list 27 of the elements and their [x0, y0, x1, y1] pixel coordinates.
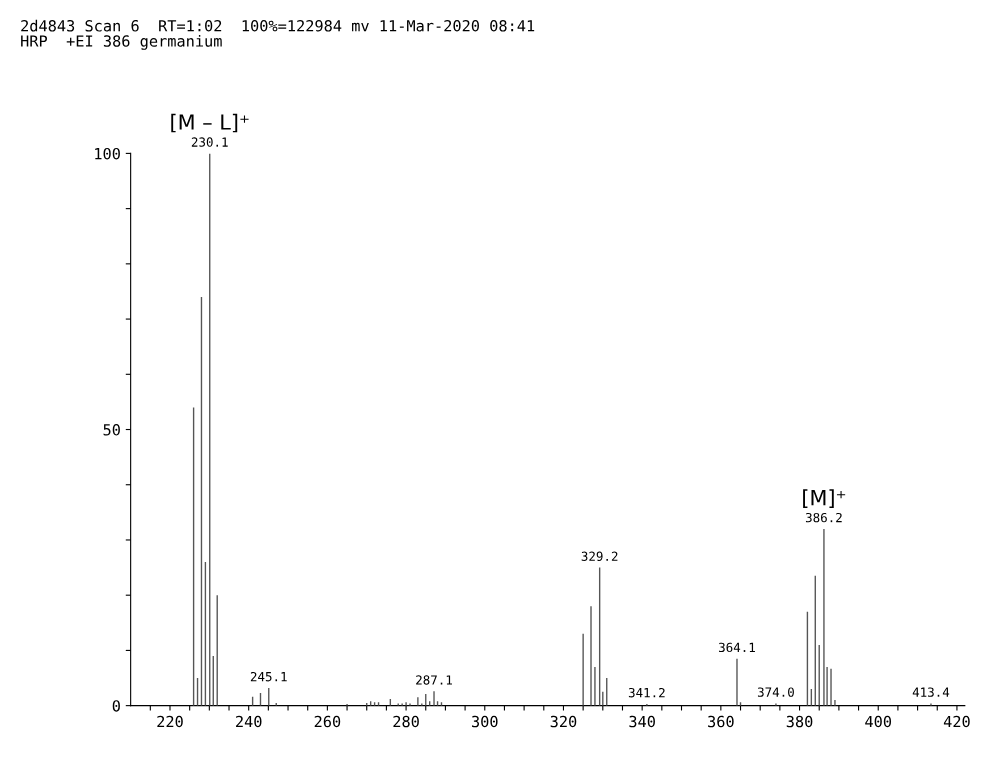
annotation: [M]⁺	[803, 489, 846, 508]
y-tick-label: 0	[112, 700, 120, 712]
x-tick-label: 360	[708, 715, 734, 728]
y-tick-label: 100	[95, 147, 120, 160]
x-tick-label: 300	[472, 715, 498, 728]
y-tick-label: 50	[103, 424, 120, 436]
annotation: 413.4	[912, 687, 950, 697]
annotation: 287.1	[416, 675, 452, 685]
x-tick-label: 320	[550, 715, 577, 728]
annotation: 230.1	[191, 137, 228, 147]
chart-title: 2d4843 Scan 6 RT=1:02 100%=122984 mv 11-Mar-2020 08:41	[21, 19, 535, 32]
x-tick-label: 420	[943, 715, 970, 728]
annotation: 341.2	[628, 687, 665, 698]
annotation: [M – L]⁺	[171, 113, 249, 133]
x-tick-label: 220	[157, 715, 183, 728]
annotation: 386.2	[805, 512, 842, 523]
x-tick-label: 240	[236, 715, 262, 728]
chart-subtitle: HRP +EI 386 germanium	[21, 34, 222, 50]
x-tick-label: 260	[314, 715, 341, 728]
annotation: 364.1	[719, 642, 755, 653]
annotation: 245.1	[250, 671, 287, 682]
x-tick-label: 380	[786, 715, 813, 728]
annotation: 374.0	[757, 687, 794, 697]
annotation: 329.2	[581, 551, 618, 561]
x-tick-label: 340	[629, 715, 655, 728]
x-tick-label: 280	[393, 715, 419, 728]
x-tick-label: 400	[865, 715, 892, 728]
